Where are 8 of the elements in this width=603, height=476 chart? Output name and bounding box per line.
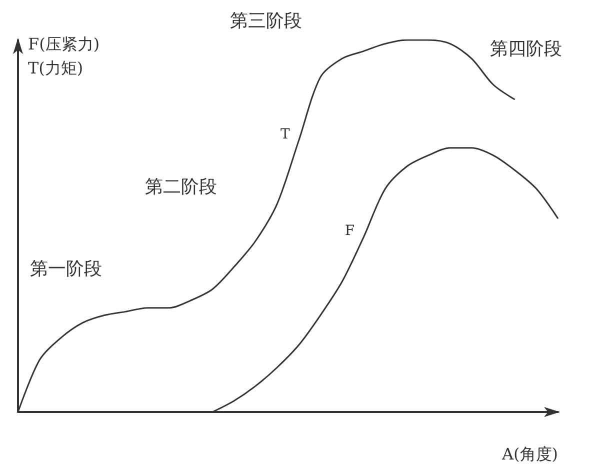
- annotation: 第四阶段: [490, 38, 562, 60]
- series-label: T: [280, 126, 290, 142]
- text: 第三阶段: [230, 10, 302, 32]
- x-axis-title: A(角度): [500, 444, 558, 464]
- annotation: 第一阶段: [30, 258, 102, 280]
- series-label: F: [344, 223, 355, 240]
- y-axis-title: F(压紧力) T(力矩): [28, 34, 100, 78]
- annotation: 第二阶段: [145, 176, 217, 198]
